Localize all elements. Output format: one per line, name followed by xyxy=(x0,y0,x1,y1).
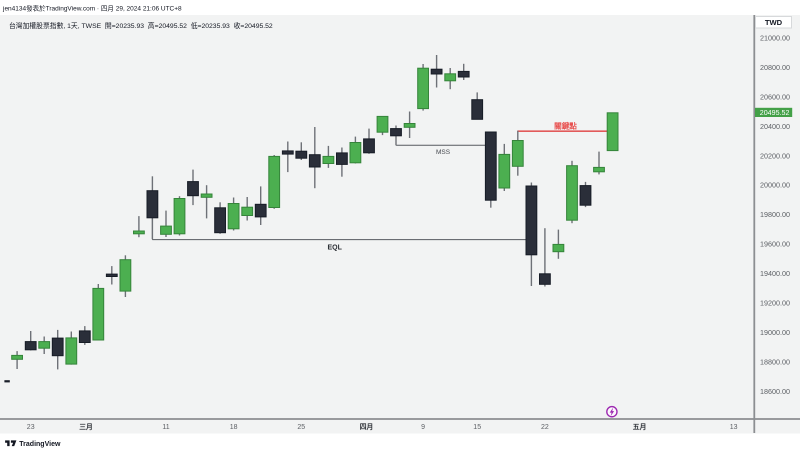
svg-text:20800.00: 20800.00 xyxy=(760,63,790,72)
svg-text:20000.00: 20000.00 xyxy=(760,181,790,190)
svg-text:20600.00: 20600.00 xyxy=(760,92,790,101)
svg-text:MSS: MSS xyxy=(436,149,451,156)
svg-text:19000.00: 19000.00 xyxy=(760,328,790,337)
svg-text:台灣加權股票指數, 1天, TWSE 開=20235.93: 台灣加權股票指數, 1天, TWSE 開=20235.93 高=20495.52… xyxy=(9,21,273,30)
svg-text:TradingView: TradingView xyxy=(19,441,61,448)
svg-text:19400.00: 19400.00 xyxy=(760,269,790,278)
svg-text:23: 23 xyxy=(27,424,35,431)
svg-text:19600.00: 19600.00 xyxy=(760,240,790,249)
svg-text:關鍵點: 關鍵點 xyxy=(554,120,577,130)
svg-text:19200.00: 19200.00 xyxy=(760,299,790,308)
svg-text:三月: 三月 xyxy=(79,423,93,431)
svg-text:20495.52: 20495.52 xyxy=(760,109,790,117)
svg-text:jen4134發表於TradingView.com · 四月: jen4134發表於TradingView.com · 四月 29, 2024 … xyxy=(2,4,182,13)
svg-text:13: 13 xyxy=(730,424,738,431)
svg-text:五月: 五月 xyxy=(633,423,647,431)
svg-text:20400.00: 20400.00 xyxy=(760,122,790,131)
svg-text:11: 11 xyxy=(162,424,169,431)
svg-text:15: 15 xyxy=(473,424,481,431)
svg-text:25: 25 xyxy=(297,424,305,431)
svg-text:EQL: EQL xyxy=(328,244,343,251)
svg-text:18: 18 xyxy=(230,424,238,431)
svg-text:18800.00: 18800.00 xyxy=(760,357,790,366)
svg-text:18600.00: 18600.00 xyxy=(760,387,790,396)
svg-text:TWD: TWD xyxy=(765,18,783,27)
svg-text:20200.00: 20200.00 xyxy=(760,151,790,160)
svg-text:9: 9 xyxy=(421,424,425,431)
svg-text:四月: 四月 xyxy=(360,423,374,431)
svg-text:22: 22 xyxy=(541,424,549,431)
svg-text:19800.00: 19800.00 xyxy=(760,210,790,219)
svg-text:21000.00: 21000.00 xyxy=(760,34,790,43)
